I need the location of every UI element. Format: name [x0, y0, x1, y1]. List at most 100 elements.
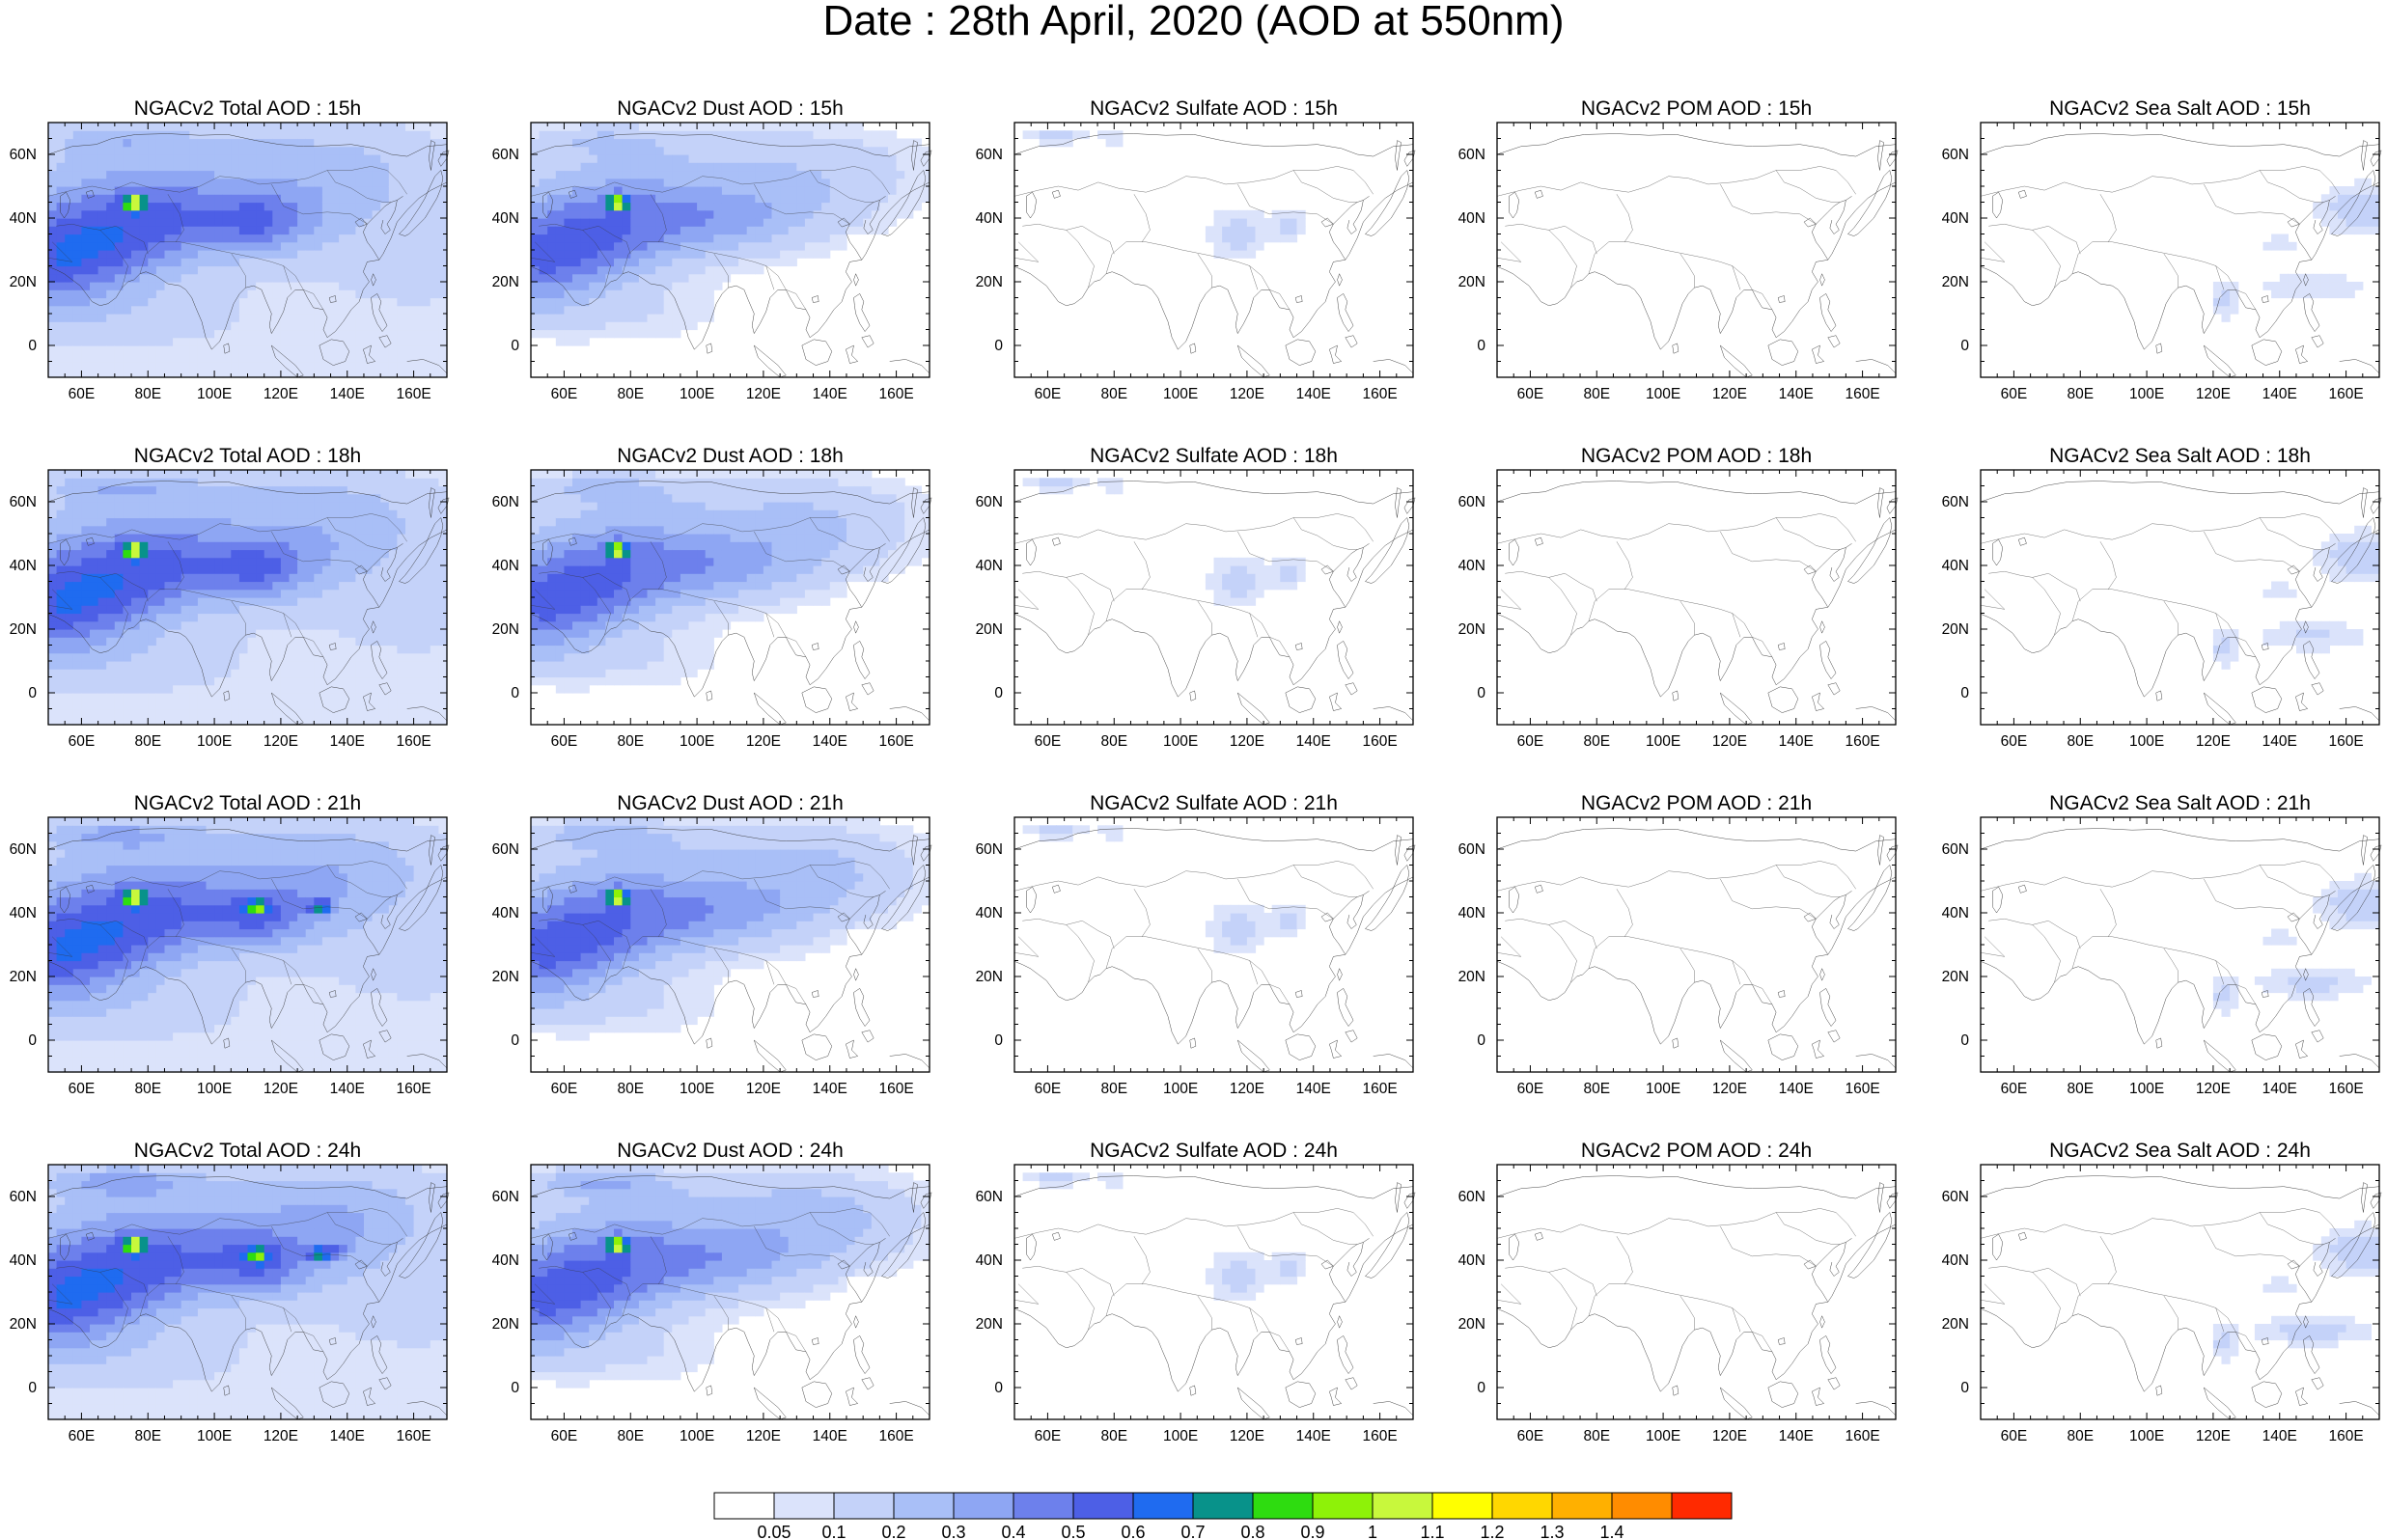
colorbar-label: 1.4 — [1599, 1523, 1624, 1540]
lat-tick-label: 40N — [1458, 210, 1485, 227]
lat-tick-label: 40N — [1942, 1252, 1969, 1269]
lon-tick-label: 160E — [2328, 1081, 2363, 1097]
lat-tick-label: 40N — [976, 210, 1003, 227]
colorbar-swatch — [1013, 1492, 1074, 1520]
lon-tick-label: 60E — [69, 386, 96, 402]
lat-tick-label: 0 — [511, 1380, 519, 1396]
lat-tick-label: 40N — [10, 1252, 37, 1269]
lat-tick-label: 60N — [1458, 841, 1485, 858]
lon-tick-label: 100E — [2129, 733, 2164, 750]
lon-tick-label: 80E — [134, 733, 161, 750]
map-panel: NGACv2 Sulfate AOD : 18h 60E 80E 100E 120E 14… — [976, 445, 1416, 750]
lat-tick-label: 20N — [976, 969, 1003, 985]
lat-tick-label: 0 — [994, 685, 1003, 701]
lat-tick-label: 0 — [1960, 1380, 1969, 1396]
lat-tick-label: 0 — [1960, 338, 1969, 354]
colorbar-swatch — [1312, 1492, 1374, 1520]
lat-tick-label: 60N — [492, 841, 519, 858]
lon-tick-label: 100E — [680, 1081, 714, 1097]
lat-tick-label: 20N — [10, 969, 37, 985]
lat-tick-label: 0 — [1477, 1380, 1485, 1396]
lon-tick-label: 160E — [1845, 1081, 1879, 1097]
lon-tick-label: 60E — [2001, 386, 2028, 402]
colorbar-label: 0.1 — [821, 1523, 846, 1540]
lon-tick-label: 120E — [1712, 1428, 1747, 1444]
panel-title: NGACv2 Sulfate AOD : 18h — [1090, 445, 1338, 467]
colorbar-label: 0.9 — [1300, 1523, 1324, 1540]
lat-tick-label: 20N — [976, 621, 1003, 638]
lon-tick-label: 100E — [1163, 1081, 1198, 1097]
lon-tick-label: 140E — [330, 386, 365, 402]
lon-tick-label: 160E — [878, 386, 913, 402]
lon-tick-label: 120E — [2196, 386, 2231, 402]
lat-tick-label: 20N — [1942, 1316, 1969, 1333]
lon-tick-label: 80E — [1583, 1081, 1610, 1097]
lon-tick-label: 100E — [197, 1081, 232, 1097]
colorbar-label: 1.3 — [1540, 1523, 1564, 1540]
lon-tick-label: 60E — [1517, 386, 1544, 402]
lon-tick-label: 140E — [2262, 733, 2297, 750]
map-panel: NGACv2 Dust AOD : 24h 60E 80E 100E 120E 140E 1… — [492, 1140, 932, 1444]
panel-title: NGACv2 POM AOD : 18h — [1581, 445, 1812, 467]
lon-tick-label: 100E — [1163, 386, 1198, 402]
map-panel: NGACv2 Total AOD : 15h 60E 80E 100E 120E 140E… — [10, 97, 450, 402]
lon-tick-label: 120E — [264, 1081, 298, 1097]
lon-tick-label: 140E — [1779, 733, 1814, 750]
lon-tick-label: 80E — [2067, 733, 2094, 750]
panel-title: NGACv2 POM AOD : 21h — [1581, 792, 1812, 814]
panel-title: NGACv2 Dust AOD : 24h — [617, 1140, 844, 1162]
lat-tick-label: 20N — [976, 1316, 1003, 1333]
lat-tick-label: 0 — [28, 338, 37, 354]
lon-tick-label: 160E — [1845, 386, 1879, 402]
lon-tick-label: 60E — [1035, 733, 1062, 750]
panel-title: NGACv2 Sea Salt AOD : 24h — [2049, 1140, 2311, 1162]
lon-tick-label: 80E — [1100, 1428, 1127, 1444]
lon-tick-label: 80E — [2067, 1081, 2094, 1097]
lon-tick-label: 120E — [1230, 1081, 1264, 1097]
colorbar-swatch — [773, 1492, 835, 1520]
lat-tick-label: 20N — [492, 274, 519, 290]
map-panel: NGACv2 Dust AOD : 18h 60E 80E 100E 120E 140E 1… — [492, 445, 932, 750]
lon-tick-label: 100E — [1646, 1428, 1680, 1444]
lat-tick-label: 0 — [994, 1032, 1003, 1049]
lon-tick-label: 60E — [551, 386, 578, 402]
lon-tick-label: 120E — [746, 1428, 781, 1444]
lon-tick-label: 160E — [1845, 1428, 1879, 1444]
panel-title: NGACv2 Total AOD : 24h — [134, 1140, 361, 1162]
colorbar-swatch — [1132, 1492, 1194, 1520]
panel-title: NGACv2 Total AOD : 18h — [134, 445, 361, 467]
map-panel: NGACv2 POM AOD : 21h 60E 80E 100E 120E 140E 16… — [1458, 792, 1899, 1097]
lon-tick-label: 160E — [2328, 386, 2363, 402]
lat-tick-label: 0 — [1477, 685, 1485, 701]
lon-tick-label: 140E — [813, 386, 847, 402]
map-panel: NGACv2 POM AOD : 24h 60E 80E 100E 120E 140E 16… — [1458, 1140, 1899, 1444]
lat-tick-label: 20N — [1458, 274, 1485, 290]
lat-tick-label: 60N — [1942, 147, 1969, 163]
lat-tick-label: 60N — [492, 147, 519, 163]
lon-tick-label: 60E — [69, 1428, 96, 1444]
lon-tick-label: 140E — [1779, 1081, 1814, 1097]
lon-tick-label: 160E — [396, 733, 430, 750]
panel-title: NGACv2 Sea Salt AOD : 21h — [2049, 792, 2311, 814]
lat-tick-label: 20N — [1458, 621, 1485, 638]
lon-tick-label: 80E — [1100, 386, 1127, 402]
panel-title: NGACv2 Sulfate AOD : 21h — [1090, 792, 1338, 814]
lon-tick-label: 120E — [264, 733, 298, 750]
lon-tick-label: 160E — [2328, 1428, 2363, 1444]
lon-tick-label: 140E — [1296, 1428, 1331, 1444]
lat-tick-label: 20N — [10, 1316, 37, 1333]
panel-title: NGACv2 POM AOD : 24h — [1581, 1140, 1812, 1162]
lon-tick-label: 120E — [2196, 1428, 2231, 1444]
lon-tick-label: 60E — [551, 1081, 578, 1097]
lon-tick-label: 60E — [551, 733, 578, 750]
lat-tick-label: 20N — [976, 274, 1003, 290]
lon-tick-label: 100E — [197, 733, 232, 750]
colorbar-swatch — [1491, 1492, 1553, 1520]
colorbar-swatch — [1551, 1492, 1613, 1520]
lat-tick-label: 0 — [28, 685, 37, 701]
lon-tick-label: 160E — [396, 1081, 430, 1097]
map-panel: NGACv2 POM AOD : 15h 60E 80E 100E 120E 140E 16… — [1458, 97, 1899, 402]
lat-tick-label: 0 — [994, 1380, 1003, 1396]
lat-tick-label: 60N — [1942, 494, 1969, 510]
lon-tick-label: 80E — [617, 733, 644, 750]
